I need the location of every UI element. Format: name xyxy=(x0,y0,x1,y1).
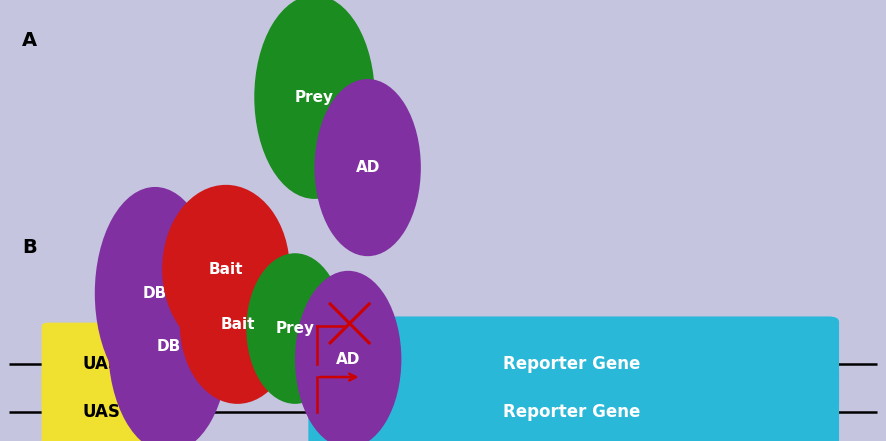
Ellipse shape xyxy=(180,244,295,404)
Text: AD: AD xyxy=(336,352,361,367)
FancyBboxPatch shape xyxy=(308,365,839,441)
Text: DB: DB xyxy=(143,286,167,301)
Text: Bait: Bait xyxy=(221,317,254,332)
Text: UAS: UAS xyxy=(83,404,120,421)
FancyBboxPatch shape xyxy=(42,323,162,405)
Text: Bait: Bait xyxy=(209,262,243,277)
Ellipse shape xyxy=(254,0,375,199)
Ellipse shape xyxy=(295,271,401,441)
Ellipse shape xyxy=(162,185,290,353)
Text: AD: AD xyxy=(355,160,380,175)
Text: DB: DB xyxy=(156,339,181,354)
Text: Reporter Gene: Reporter Gene xyxy=(502,404,641,421)
Ellipse shape xyxy=(246,253,344,404)
Text: Reporter Gene: Reporter Gene xyxy=(502,355,641,373)
Text: B: B xyxy=(22,238,37,257)
Text: Prey: Prey xyxy=(295,90,334,105)
FancyBboxPatch shape xyxy=(42,371,162,441)
Text: Prey: Prey xyxy=(276,321,315,336)
Ellipse shape xyxy=(95,187,215,400)
FancyBboxPatch shape xyxy=(308,317,839,411)
Text: UAS: UAS xyxy=(83,355,120,373)
Ellipse shape xyxy=(108,240,229,441)
Text: A: A xyxy=(22,31,37,50)
Ellipse shape xyxy=(315,79,421,256)
